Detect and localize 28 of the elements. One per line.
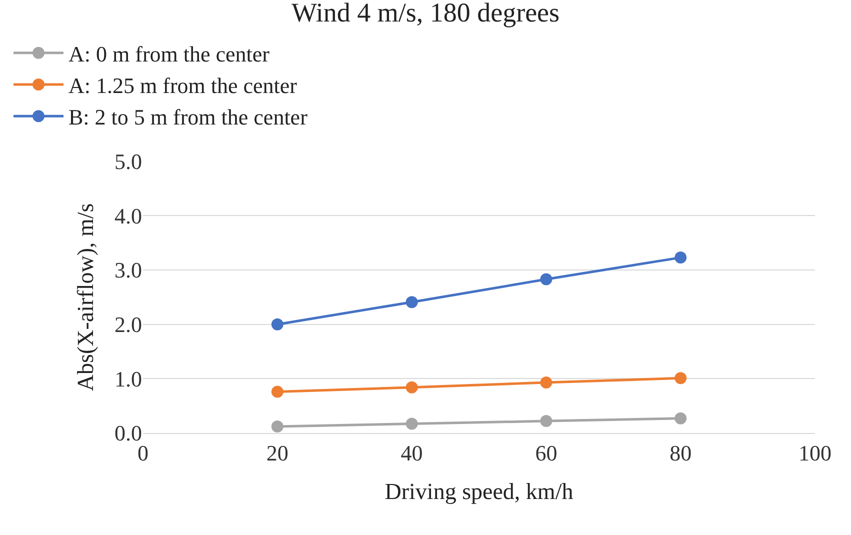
legend-label: A: 1.25 m from the center [68, 73, 298, 98]
point [540, 273, 552, 286]
point [271, 318, 284, 330]
legend-label: B: 2 to 5 m from the center [68, 104, 308, 130]
legend-label: A: 0 m from the center [68, 41, 270, 66]
point [406, 381, 418, 394]
point [674, 252, 687, 264]
x-tick-label: 60 [535, 440, 558, 466]
point [540, 415, 552, 428]
point [674, 412, 687, 424]
y-axis-title: Abs(X-airflow), m/s [72, 203, 98, 392]
point [540, 376, 552, 388]
point [271, 420, 284, 432]
x-axis-title: Driving speed, km/h [384, 479, 574, 504]
y-tick-label: 2.0 [114, 312, 142, 338]
point [406, 296, 418, 308]
x-tick-label: 100 [798, 440, 832, 466]
x-tick-label: 40 [400, 440, 423, 466]
y-tick-label: 5.0 [114, 149, 142, 174]
y-tick-label: 1.0 [114, 366, 142, 392]
x-tick-label: 20 [266, 440, 288, 466]
point [271, 386, 284, 398]
chart-title: Wind 4 m/s, 180 degrees [291, 0, 560, 28]
point [406, 418, 418, 430]
point [674, 372, 687, 384]
x-tick-label: 80 [670, 440, 692, 466]
y-tick-label: 4.0 [114, 203, 142, 228]
y-tick-label: 3.0 [114, 258, 142, 283]
